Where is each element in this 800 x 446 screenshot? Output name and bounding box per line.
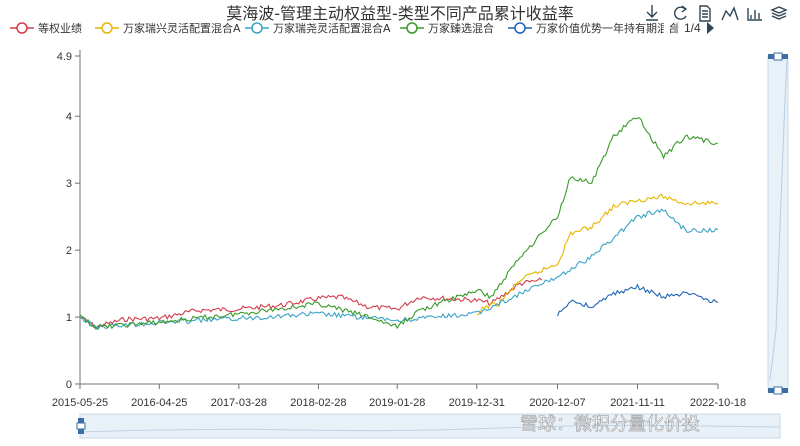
y-tick-label: 4: [66, 111, 72, 123]
legend-marker: [251, 22, 263, 34]
legend-item[interactable]: 万家臻选混合: [400, 21, 494, 35]
refresh-icon[interactable]: [674, 5, 688, 20]
series-line-2: [476, 193, 719, 316]
x-axis: 2015-05-25 2016-04-25 2017-03-28 2018-02-28…: [52, 384, 746, 409]
watermark-text: 雪球：微积分量化价投: [520, 414, 700, 435]
legend-item[interactable]: 等权业绩: [10, 21, 82, 35]
y-tick-label: 0: [66, 379, 72, 391]
toolbox: [646, 5, 788, 22]
x-tick-label: 2016-04-25: [131, 397, 187, 409]
legend-page-indicator: 1/4: [684, 21, 701, 35]
x-tick-label: 2021-11-11: [610, 397, 665, 409]
y-tick-label: 4.9: [57, 51, 72, 63]
chart-title: 莫海波-管理主动权益型-类型不同产品累计收益率: [226, 4, 574, 23]
legend-clip-mask: [664, 20, 670, 36]
x-datazoom-slider[interactable]: [76, 413, 781, 439]
x-tick-label: 2017-03-28: [211, 397, 267, 409]
legend-marker: [16, 22, 28, 34]
legend-item[interactable]: 万家瑞兴灵活配置混合A: [95, 21, 241, 35]
legend-marker: [514, 22, 526, 34]
legend-item[interactable]: 万家瑞尧灵活配置混合A: [245, 21, 391, 35]
legend-marker: [406, 22, 418, 34]
series-line-5: [556, 283, 719, 317]
x-tick-label: 2022-10-18: [690, 397, 746, 409]
line-chart-icon[interactable]: [721, 6, 739, 21]
y-tick-label: 3: [66, 178, 72, 190]
series-lines: [79, 117, 719, 331]
x-tick-label: 2019-01-28: [369, 397, 425, 409]
legend-label: 万家瑞尧灵活配置混合A: [273, 21, 391, 35]
legend: 等权业绩 万家瑞兴灵活配置混合A 万家瑞尧灵活配置混合A 万家臻选混合 万家价值优势一年…: [10, 20, 679, 36]
watermark: 雪球：微积分量化价投: [520, 414, 701, 436]
y-tick-label: 2: [66, 245, 72, 257]
legend-label: 万家价值优势一年持有期混合: [536, 21, 679, 35]
series-line-1: [79, 277, 543, 329]
bar-chart-icon[interactable]: [747, 8, 762, 21]
y-tick-label: 1: [66, 312, 72, 324]
legend-item[interactable]: 万家价值优势一年持有期混合: [508, 21, 679, 35]
y-axis: 0 1 2 3 4 4.9: [57, 51, 80, 391]
legend-prev-icon[interactable]: [671, 22, 678, 34]
x-tick-label: 2015-05-25: [52, 397, 108, 409]
x-tick-label: 2020-12-07: [529, 397, 585, 409]
series-line-3: [79, 208, 719, 331]
legend-pager: 1/4: [671, 21, 714, 35]
download-icon[interactable]: [646, 5, 658, 21]
x-tick-label: 2018-02-28: [290, 397, 346, 409]
legend-label: 万家瑞兴灵活配置混合A: [123, 21, 241, 35]
legend-marker: [101, 22, 113, 34]
data-view-icon[interactable]: [699, 5, 711, 22]
x-tick-label: 2019-12-31: [449, 397, 505, 409]
stack-icon[interactable]: [770, 6, 788, 20]
legend-label: 万家臻选混合: [428, 21, 494, 35]
y-datazoom-slider[interactable]: [767, 52, 789, 395]
legend-label: 等权业绩: [38, 21, 82, 35]
series-line-4: [79, 117, 719, 330]
legend-next-icon[interactable]: [707, 22, 714, 34]
